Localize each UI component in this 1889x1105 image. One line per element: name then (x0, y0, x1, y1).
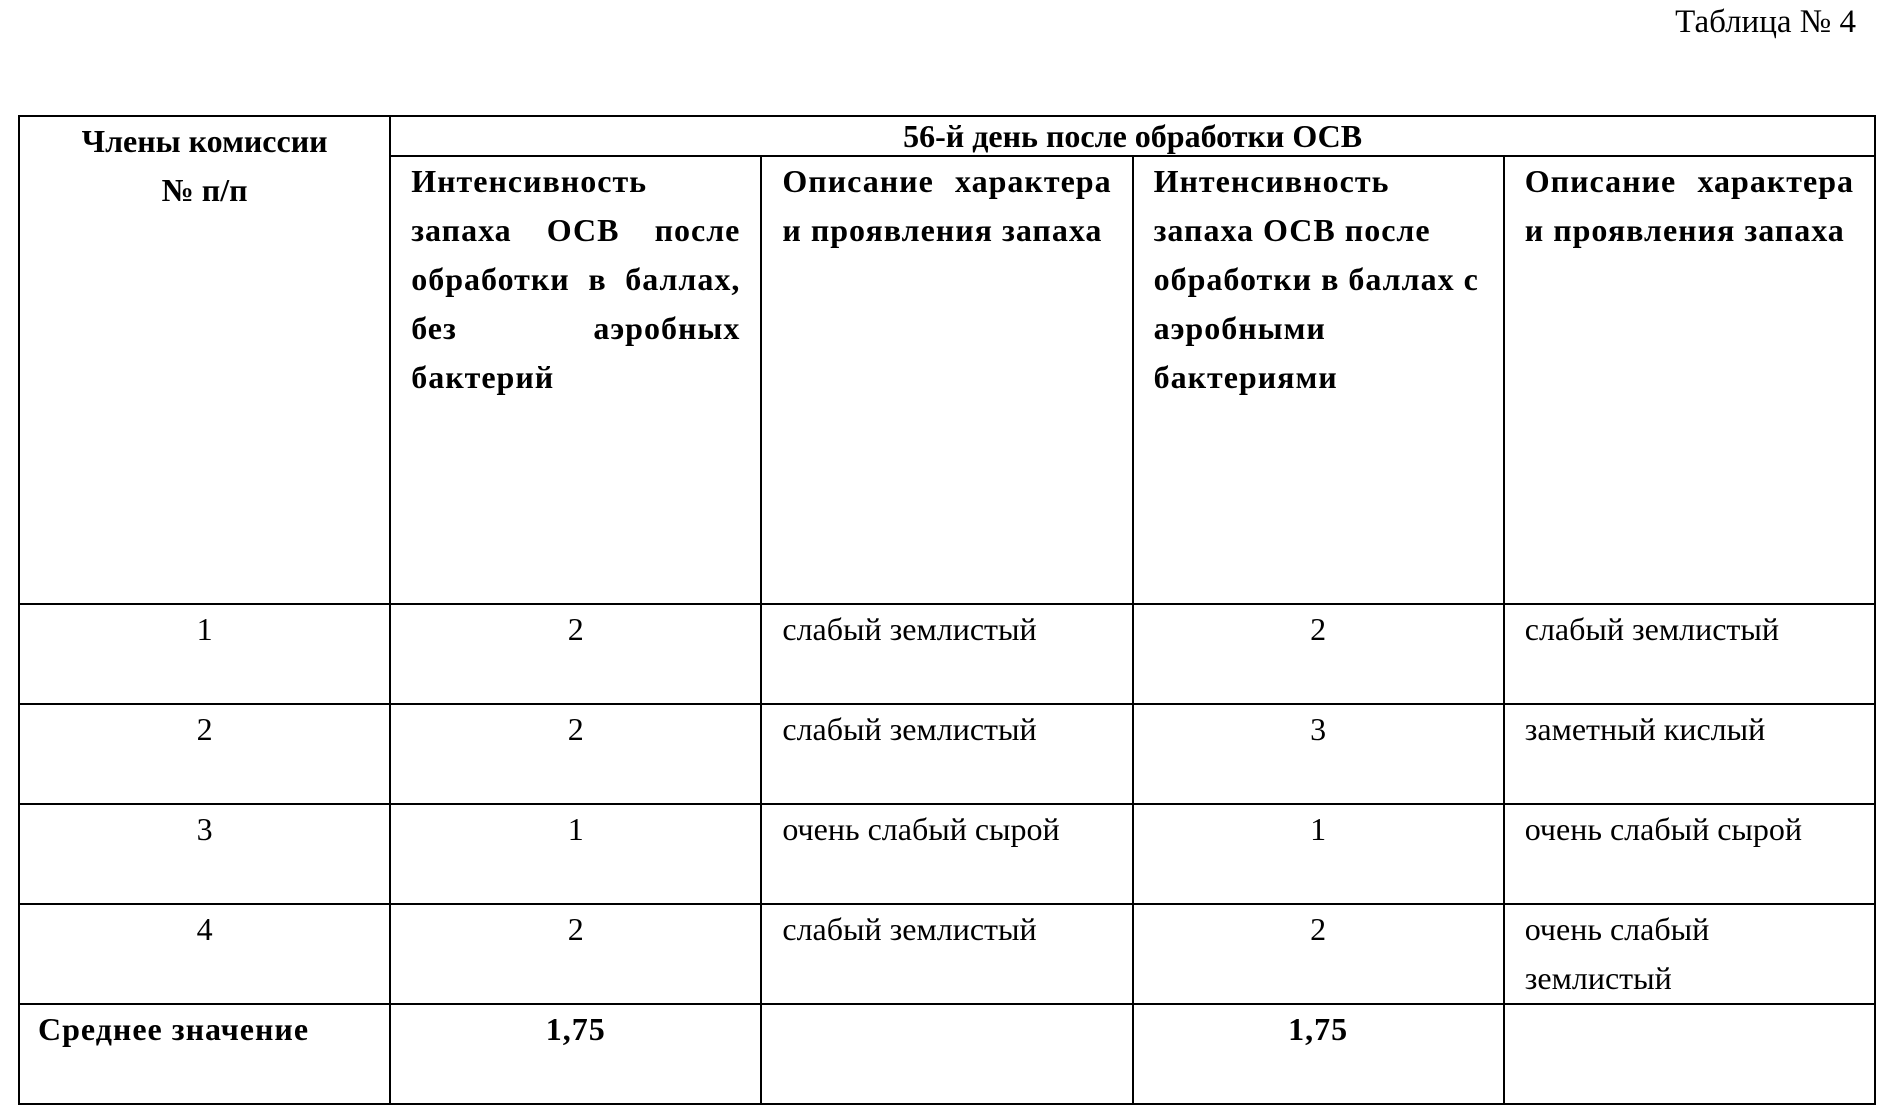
cell-b: 3 (1133, 704, 1504, 804)
cell-a: 2 (390, 704, 761, 804)
cell-b: 2 (1133, 604, 1504, 704)
cell-b: 2 (1133, 904, 1504, 1004)
footer-label: Среднее значение (19, 1004, 390, 1104)
cell-a: 2 (390, 904, 761, 1004)
footer-row: Среднее значение 1,75 1,75 (19, 1004, 1875, 1104)
footer-a: 1,75 (390, 1004, 761, 1104)
header-group: 56-й день после обработки ОСВ (390, 116, 1875, 156)
cell-n: 2 (19, 704, 390, 804)
cell-a-desc: слабый землистый (761, 904, 1132, 1004)
table-row: 4 2 слабый землистый 2 очень слабый земл… (19, 904, 1875, 1004)
cell-a: 1 (390, 804, 761, 904)
table-row: 3 1 очень слабый сырой 1 очень слабый сы… (19, 804, 1875, 904)
footer-b: 1,75 (1133, 1004, 1504, 1104)
cell-b: 1 (1133, 804, 1504, 904)
cell-a-desc: слабый землистый (761, 704, 1132, 804)
cell-n: 1 (19, 604, 390, 704)
table-row: 1 2 слабый землистый 2 слабый землистый (19, 604, 1875, 704)
footer-a-desc (761, 1004, 1132, 1104)
footer-b-desc (1504, 1004, 1875, 1104)
cell-a: 2 (390, 604, 761, 704)
cell-n: 4 (19, 904, 390, 1004)
cell-a-desc: слабый землистый (761, 604, 1132, 704)
cell-a-desc: очень слабый сырой (761, 804, 1132, 904)
odor-table: Члены комиссии № п/п 56-й день после обр… (18, 115, 1876, 1105)
header-col: Интенсивность запаха ОСВ после обработки… (1133, 156, 1504, 604)
cell-b-desc: слабый землистый (1504, 604, 1875, 704)
table-row: 2 2 слабый землистый 3 заметный кислый (19, 704, 1875, 804)
cell-b-desc: очень слабый сырой (1504, 804, 1875, 904)
header-members: Члены комиссии № п/п (19, 116, 390, 604)
header-col: Интенсивность запаха ОСВ после обработки… (390, 156, 761, 604)
table-caption: Таблица № 4 (1675, 4, 1856, 41)
cell-b-desc: очень слабый землистый (1504, 904, 1875, 1004)
cell-n: 3 (19, 804, 390, 904)
header-col: Описание характера и проявления запаха (1504, 156, 1875, 604)
cell-b-desc: заметный кислый (1504, 704, 1875, 804)
header-col: Описание характера и проявления запаха (761, 156, 1132, 604)
